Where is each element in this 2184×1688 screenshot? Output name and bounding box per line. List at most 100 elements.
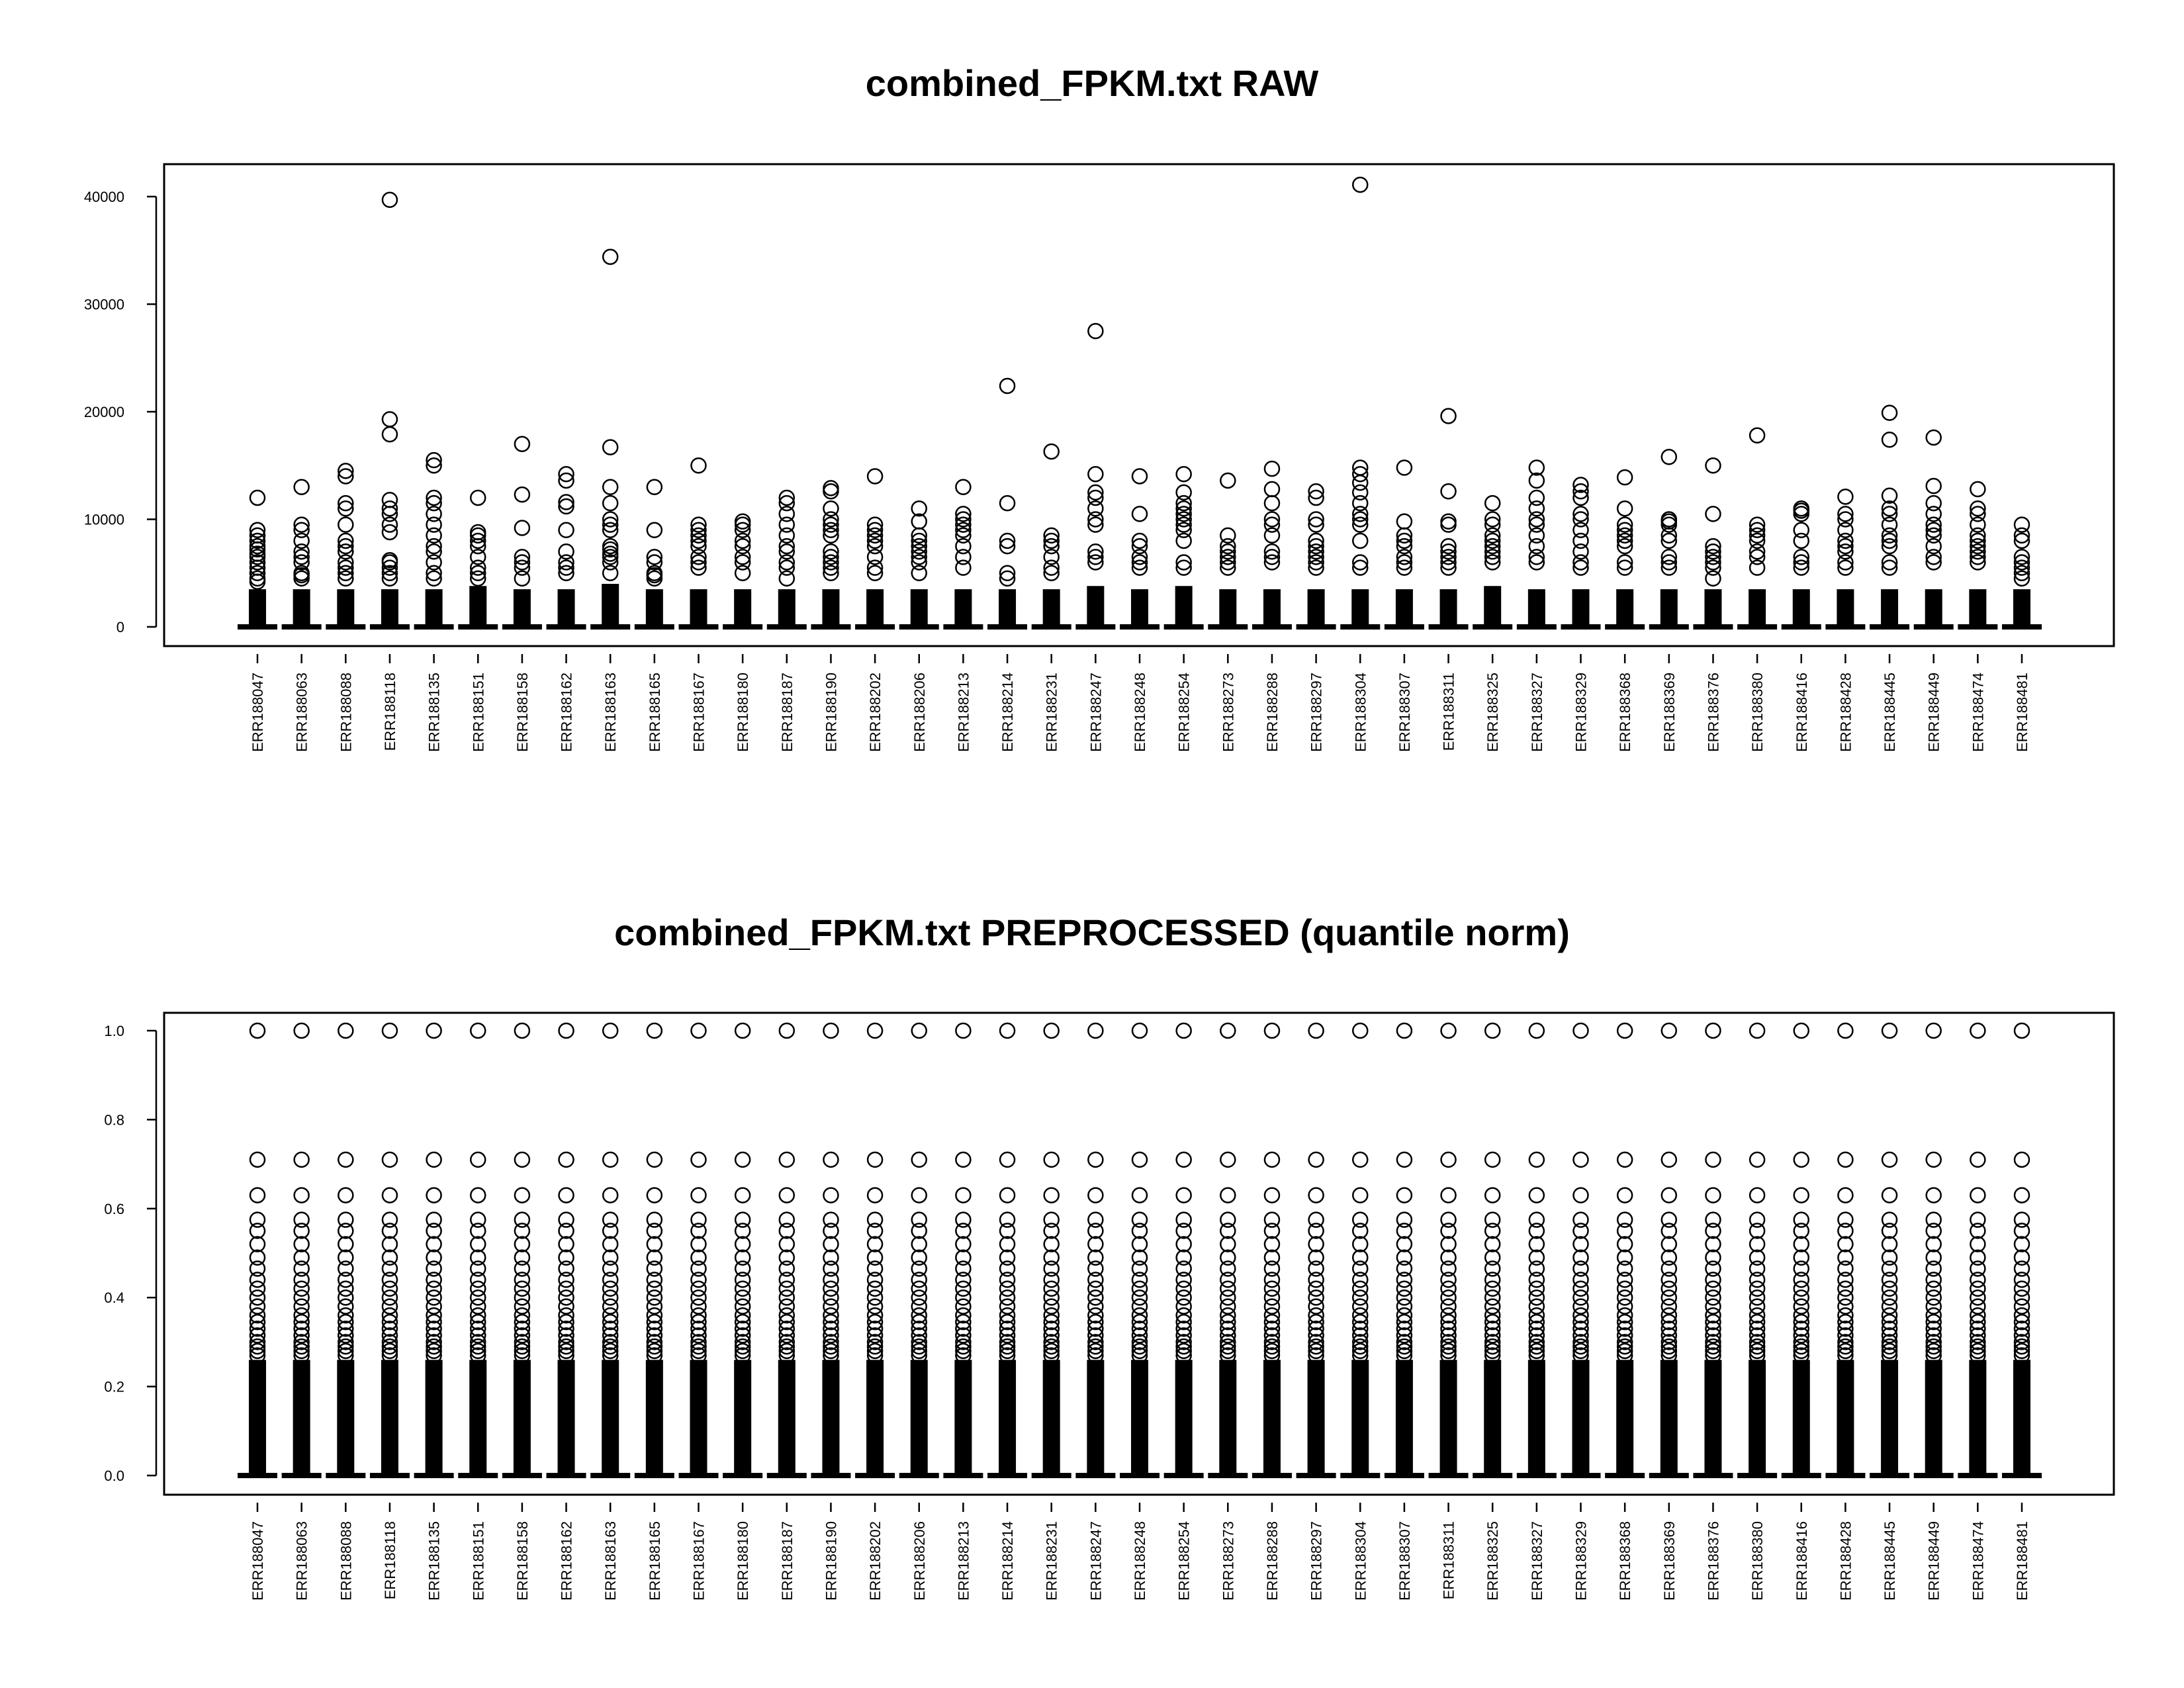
raw-box-ERR188162 — [546, 466, 586, 630]
normalized-outlier-point — [426, 1289, 442, 1306]
normalized-outlier-point — [1484, 1334, 1501, 1350]
normalized-outlier-point — [426, 1342, 442, 1360]
raw-outlier-point — [602, 565, 619, 581]
normalized-outlier-point — [1043, 1236, 1060, 1252]
raw-outlier-point — [1705, 457, 1721, 474]
normalized-outlier-point — [999, 1272, 1016, 1288]
normalized-outlier-point — [778, 1260, 796, 1277]
normalized-outlier-point — [514, 1260, 531, 1277]
normalized-outlier-point — [1925, 1347, 1942, 1364]
raw-box-ERR188288 — [1251, 460, 1292, 630]
normalized-outlier-point — [338, 1211, 354, 1228]
normalized-outlier-point — [249, 1327, 266, 1344]
raw-outlier-point — [823, 565, 839, 581]
normalized-outlier-point — [1793, 1272, 1809, 1288]
raw-outlier-point — [381, 500, 398, 517]
normalized-box-ERR188180 — [723, 1022, 763, 1478]
raw-outlier-point — [470, 570, 486, 587]
raw-outlier-point — [249, 489, 266, 506]
normalized-outlier-point — [381, 1272, 398, 1288]
normalized-outlier-point — [1175, 1342, 1192, 1360]
normalized-category-label: ERR188135 — [426, 1521, 443, 1601]
normalized-outlier-point — [1352, 1151, 1369, 1168]
normalized-outlier-point — [470, 1211, 486, 1228]
raw-outlier-point — [1484, 511, 1501, 528]
normalized-outlier-point — [1263, 1320, 1281, 1337]
raw-outlier-point — [1263, 511, 1281, 528]
normalized-outlier-point — [1793, 1289, 1809, 1306]
raw-outlier-point — [1970, 516, 1986, 533]
raw-outlier-point — [1131, 506, 1148, 522]
normalized-outlier-point — [911, 1298, 927, 1315]
normalized-outlier-point — [1661, 1342, 1678, 1360]
normalized-outlier-point — [1837, 1298, 1854, 1315]
raw-category-label: ERR188063 — [294, 673, 310, 752]
raw-outlier-point — [381, 565, 398, 581]
normalized-dense-outliers — [1175, 1360, 1193, 1476]
normalized-outlier-point — [293, 1313, 310, 1331]
normalized-outlier-point — [1308, 1320, 1324, 1337]
raw-outlier-point — [602, 439, 619, 455]
normalized-outlier-point — [690, 1151, 707, 1168]
raw-outlier-point — [1970, 554, 1986, 571]
normalized-outlier-point — [558, 1272, 574, 1288]
normalized-dense-outliers — [690, 1360, 707, 1476]
raw-outlier-point — [1970, 538, 1986, 555]
raw-outlier-point — [1440, 516, 1457, 533]
normalized-outlier-point — [1793, 1211, 1809, 1228]
normalized-outlier-point — [1661, 1236, 1678, 1252]
normalized-outlier-point — [1263, 1151, 1281, 1168]
raw-outlier-point — [249, 522, 266, 538]
raw-outlier-point — [1484, 516, 1501, 533]
normalized-outlier-point — [1175, 1211, 1192, 1228]
raw-outlier-point — [1263, 516, 1281, 533]
raw-outlier-point — [470, 489, 486, 506]
normalized-outlier-point — [1308, 1260, 1324, 1277]
normalized-outlier-point — [1793, 1260, 1809, 1277]
normalized-outlier-point — [1308, 1334, 1324, 1350]
raw-category-label: ERR188369 — [1661, 673, 1678, 752]
normalized-dense-outliers — [602, 1360, 619, 1476]
raw-outlier-point — [338, 532, 354, 549]
normalized-box-ERR188297 — [1296, 1022, 1336, 1478]
normalized-outlier-point — [1484, 1187, 1501, 1203]
raw-dense-outliers — [1484, 586, 1502, 627]
raw-outlier-point — [734, 549, 751, 565]
raw-outlier-point — [823, 511, 839, 528]
raw-outlier-point — [1308, 511, 1324, 528]
raw-outlier-point — [249, 549, 266, 565]
raw-outlier-point — [1661, 554, 1678, 571]
normalized-outlier-point — [1749, 1236, 1766, 1252]
normalized-outlier-point — [911, 1307, 927, 1324]
normalized-outlier-point — [1837, 1151, 1854, 1168]
normalized-outlier-point — [734, 1313, 751, 1331]
normalized-outlier-point — [778, 1289, 796, 1306]
raw-outlier-point — [1484, 549, 1501, 565]
normalized-outlier-point — [1749, 1249, 1766, 1266]
normalized-outlier-point — [1925, 1236, 1942, 1252]
raw-outlier-point — [1749, 549, 1766, 565]
raw-outlier-point — [1440, 538, 1457, 555]
normalized-dense-outliers — [249, 1360, 266, 1476]
raw-outlier-point — [1440, 513, 1457, 530]
normalized-outlier-point — [1793, 1307, 1809, 1324]
raw-outlier-point — [1572, 483, 1589, 500]
normalized-outlier-point — [1837, 1327, 1854, 1344]
raw-outlier-point — [1087, 543, 1104, 560]
normalized-outlier-point — [1837, 1272, 1854, 1288]
raw-outlier-point — [1793, 532, 1809, 549]
normalized-outlier-point — [999, 1307, 1016, 1324]
raw-dense-outliers — [1660, 589, 1678, 627]
normalized-outlier-point — [470, 1280, 486, 1297]
normalized-outlier-point — [866, 1320, 884, 1337]
normalized-outlier-point — [2013, 1289, 2030, 1306]
normalized-category-label: ERR188248 — [1132, 1521, 1148, 1601]
normalized-outlier-point — [734, 1307, 751, 1324]
normalized-outlier-point — [734, 1223, 751, 1239]
normalized-boxplot-chart: combined_FPKM.txt PREPROCESSED (quantile… — [104, 912, 2115, 1601]
normalized-outlier-point — [1484, 1313, 1501, 1331]
normalized-outlier-point — [1528, 1342, 1545, 1360]
raw-outlier-point — [249, 541, 266, 558]
normalized-outlier-point — [690, 1260, 707, 1277]
raw-outlier-point — [1087, 484, 1104, 501]
